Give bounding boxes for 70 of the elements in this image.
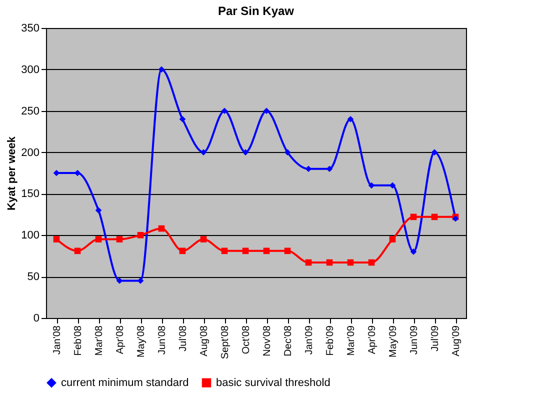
y-tick-label: 350 [21, 22, 40, 34]
point [284, 248, 291, 254]
x-tick-label: Jul'08 [178, 325, 189, 352]
point [116, 278, 123, 284]
point [389, 236, 396, 242]
x-tick-label: Aug'08 [199, 325, 210, 356]
point [368, 259, 375, 266]
x-tick-label: May'09 [388, 325, 399, 358]
point [53, 236, 60, 242]
point [410, 248, 417, 255]
x-tick-label: Sept'08 [220, 325, 231, 360]
point [305, 259, 312, 266]
x-tick-label: Feb'08 [73, 325, 84, 356]
point [116, 236, 123, 242]
point [158, 225, 165, 232]
x-tick-label: Dec'08 [283, 325, 294, 356]
x-tick-label: Mar'08 [94, 325, 105, 356]
point [137, 232, 144, 238]
x-tick-label: Apr'09 [367, 325, 378, 354]
y-tick-label: 300 [21, 64, 40, 76]
point [53, 170, 60, 176]
point [95, 207, 102, 214]
point [410, 214, 417, 220]
point [389, 182, 396, 189]
legend-label: current minimum standard [61, 376, 189, 389]
point [221, 108, 228, 114]
point [179, 248, 186, 254]
point [326, 166, 333, 172]
y-axis-title: Kyat per week [6, 136, 18, 210]
point [221, 248, 228, 254]
legend-label: basic survival threshold [216, 376, 330, 389]
point [74, 170, 81, 176]
x-tick-label: Nov'08 [262, 325, 273, 356]
point [137, 278, 144, 284]
y-tick-label: 100 [21, 230, 40, 242]
y-tick-label: 250 [21, 105, 40, 118]
x-tick-label: Feb'09 [325, 325, 336, 356]
point [74, 248, 81, 254]
x-tick-label: May'08 [136, 325, 147, 358]
y-tick-label: 200 [21, 146, 40, 159]
x-tick-label: Jul'09 [430, 325, 441, 352]
x-tick-label: Apr'08 [115, 325, 126, 354]
point [347, 116, 354, 122]
point [305, 166, 312, 172]
x-tick-label: Jan'09 [304, 325, 315, 355]
x-tick-label: Jun'08 [157, 325, 168, 355]
point [158, 66, 165, 73]
point [263, 108, 270, 114]
x-tick-label: Jan'08 [52, 325, 63, 355]
point [431, 214, 438, 220]
point [284, 149, 291, 156]
x-tick-label: Aug'09 [451, 325, 462, 356]
point [200, 236, 207, 242]
x-tick-label: Jun'09 [409, 325, 420, 355]
point [263, 248, 270, 254]
x-tick-label: Mar'09 [346, 325, 357, 356]
point [326, 259, 333, 266]
point [95, 236, 102, 242]
point [347, 259, 354, 266]
y-tick-label: 0 [33, 312, 40, 324]
point [179, 116, 186, 122]
point [368, 182, 375, 189]
y-tick-label: 50 [27, 271, 40, 284]
point [242, 149, 249, 156]
point [431, 149, 438, 156]
x-tick-label: Oct'08 [241, 325, 252, 354]
y-tick-label: 150 [21, 188, 40, 200]
point [200, 149, 207, 156]
chart-title: Par Sin Kyaw [218, 4, 295, 18]
point [242, 248, 249, 254]
